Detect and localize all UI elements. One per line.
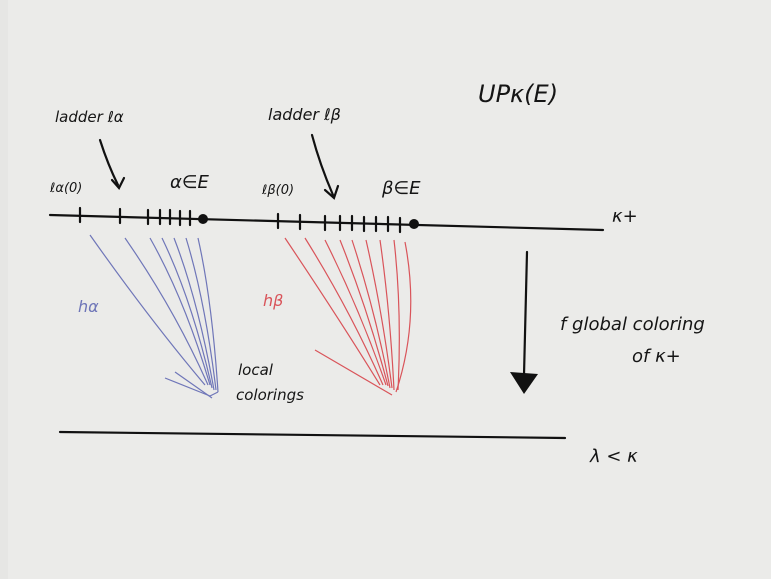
label: ℓα(0) — [49, 181, 82, 196]
label: β∈E — [381, 178, 421, 199]
ladder-alpha-arrowhead — [110, 176, 126, 190]
label: hβ — [263, 291, 283, 310]
label: λ < κ — [589, 446, 638, 467]
label: f global coloring — [560, 314, 705, 335]
label: colorings — [236, 386, 304, 404]
kappa-plus-line — [48, 213, 605, 232]
label: local — [238, 361, 274, 379]
label: hα — [78, 297, 99, 316]
ladder-beta-arrowhead — [323, 184, 340, 200]
label: α∈E — [170, 172, 210, 193]
beta-local-colorings — [284, 237, 412, 396]
label: κ+ — [612, 206, 638, 227]
title: UPκ(E) — [478, 80, 558, 108]
label: ladder ℓβ — [268, 105, 341, 124]
ladder-alpha-arrow — [98, 138, 120, 187]
label: ℓβ(0) — [261, 183, 294, 198]
alpha-local-colorings — [89, 234, 219, 399]
global-coloring-arrowhead — [510, 372, 538, 394]
beta-point — [409, 219, 419, 229]
ladder-beta-arrow — [310, 133, 335, 197]
label: of κ+ — [632, 346, 681, 367]
paper — [8, 0, 771, 579]
beta-ladder-ticks — [276, 212, 402, 234]
lambda-line — [58, 430, 567, 440]
global-coloring-arrow — [522, 250, 529, 377]
label: ladder ℓα — [55, 108, 124, 126]
alpha-point — [198, 214, 208, 224]
alpha-ladder-ticks — [78, 206, 192, 227]
